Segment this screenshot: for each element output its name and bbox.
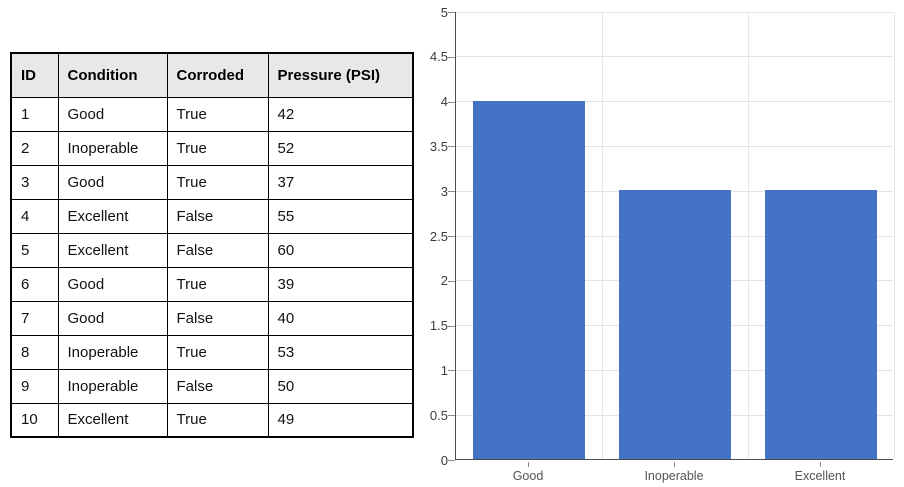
x-tick-mark [528,461,529,467]
y-tick-mark [448,236,455,237]
cell-corroded: False [166,368,269,404]
cell-pressure: 40 [267,300,414,336]
cell-pressure: 39 [267,266,414,302]
pipe-data-table: ID Condition Corroded Pressure (PSI) 1 G… [10,52,414,438]
cell-corroded: False [166,198,269,234]
column-header-condition: Condition [57,52,168,98]
y-tick-mark [448,146,455,148]
y-axis-tick-label: 1 [440,362,448,378]
column-header-corroded: Corroded [166,52,269,98]
x-axis-category-label: Excellent [794,469,846,483]
y-axis-tick-label: 2 [440,273,448,289]
x-tick-mark [820,461,821,467]
cell-condition: Inoperable [57,368,168,404]
cell-condition: Good [57,96,168,132]
condition-bar-chart: 0 0.5 1 1.5 2 2.5 3 3.5 4 4.5 5 Good Inoperable Excel… [420,0,904,487]
plot-area [455,11,895,460]
table-row: 8 Inoperable True 53 [10,334,414,370]
cell-pressure: 50 [267,368,414,404]
table-row: 1 Good True 42 [10,96,414,132]
table-row: 10 Excellent True 49 [10,402,414,438]
cell-condition: Good [57,266,168,302]
cell-id: 8 [10,334,59,370]
cell-condition: Inoperable [57,334,168,370]
cell-pressure: 37 [267,164,414,200]
y-tick-mark [448,12,455,13]
cell-id: 5 [10,232,59,268]
table-row: 7 Good False 40 [10,300,414,336]
cell-id: 7 [10,300,59,336]
h-gridline [456,56,893,58]
column-header-id: ID [10,52,59,98]
table-row: 9 Inoperable False 50 [10,368,414,404]
cell-id: 2 [10,130,59,166]
table-header-row: ID Condition Corroded Pressure (PSI) [10,52,414,98]
table-row: 5 Excellent False 60 [10,232,414,268]
cell-condition: Good [57,164,168,200]
cell-id: 10 [10,402,59,438]
v-gridline [893,12,895,459]
y-tick-mark [448,460,455,461]
cell-pressure: 60 [267,232,414,268]
h-gridline [456,11,893,13]
y-axis-tick-label: 3 [440,183,448,199]
y-tick-mark [448,415,455,417]
table: ID Condition Corroded Pressure (PSI) 1 G… [10,52,414,438]
x-tick-mark [674,461,675,467]
y-axis-tick-label: 4 [440,94,448,110]
cell-corroded: True [166,334,269,370]
y-axis-tick-label: 1.5 [429,318,448,334]
cell-pressure: 42 [267,96,414,132]
bar-good [473,100,585,459]
cell-corroded: True [166,402,269,438]
cell-corroded: True [166,96,269,132]
cell-corroded: False [166,300,269,336]
cell-condition: Good [57,300,168,336]
y-tick-mark [448,280,455,282]
y-tick-mark [448,101,455,103]
cell-corroded: True [166,130,269,166]
table-row: 2 Inoperable True 52 [10,130,414,166]
y-tick-mark [448,56,455,58]
table-row: 6 Good True 39 [10,266,414,302]
cell-id: 6 [10,266,59,302]
cell-corroded: False [166,232,269,268]
cell-condition: Inoperable [57,130,168,166]
cell-id: 3 [10,164,59,200]
y-axis-tick-label: 0 [440,452,448,468]
cell-id: 9 [10,368,59,404]
cell-pressure: 52 [267,130,414,166]
v-gridline [601,12,603,459]
y-axis-tick-label: 5 [440,4,448,20]
cell-condition: Excellent [57,232,168,268]
column-header-pressure: Pressure (PSI) [267,52,414,98]
y-tick-mark [448,325,455,327]
y-axis-tick-label: 0.5 [429,407,448,423]
table-row: 3 Good True 37 [10,164,414,200]
x-axis-category-label: Good [512,469,544,483]
cell-condition: Excellent [57,402,168,438]
bar-excellent [765,190,877,459]
y-axis-tick-label: 2.5 [429,228,448,244]
y-axis-tick-label: 3.5 [429,138,448,154]
cell-id: 1 [10,96,59,132]
v-gridline [747,12,749,459]
cell-pressure: 53 [267,334,414,370]
x-axis-category-label: Inoperable [644,469,704,483]
h-gridline [456,145,893,147]
table-row: 4 Excellent False 55 [10,198,414,234]
cell-id: 4 [10,198,59,234]
cell-corroded: True [166,266,269,302]
cell-condition: Excellent [57,198,168,234]
bar-inoperable [619,190,731,459]
y-tick-mark [448,370,455,372]
y-axis-tick-label: 4.5 [429,49,448,65]
cell-corroded: True [166,164,269,200]
y-tick-mark [448,191,455,193]
cell-pressure: 49 [267,402,414,438]
cell-pressure: 55 [267,198,414,234]
h-gridline [456,101,893,103]
